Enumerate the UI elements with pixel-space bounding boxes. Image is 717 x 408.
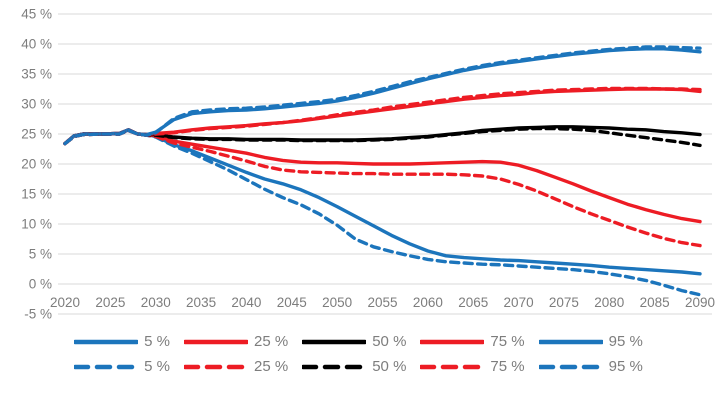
x-tick-label: 2035 <box>186 295 216 310</box>
legend-item-label: 50 % <box>372 333 407 350</box>
legend-line-sample-dashed <box>184 364 249 369</box>
legend-item: 5 % <box>74 334 170 349</box>
y-tick-label: 0 % <box>29 277 52 292</box>
y-tick-label: 35 % <box>21 67 52 82</box>
x-tick-label: 2025 <box>95 295 125 310</box>
legend-item-label: 75 % <box>490 333 525 350</box>
legend-row-dashed: 5 % 25 % 50 % 75 % 95 % <box>74 359 643 374</box>
x-tick-label: 2065 <box>458 295 488 310</box>
legend-line-sample-dashed <box>74 364 139 369</box>
legend-line-sample-solid <box>74 339 139 344</box>
legend-item-label: 95 % <box>608 333 643 350</box>
legend-item: 95 % <box>538 333 643 350</box>
legend-line-sample-solid <box>420 339 485 344</box>
legend-item: 50 % <box>302 359 406 374</box>
y-tick-label: 25 % <box>21 127 52 142</box>
x-tick-label: 2075 <box>549 295 579 310</box>
legend-line-sample-dashed <box>538 364 603 369</box>
x-tick-label: 2060 <box>413 295 443 310</box>
legend-item: 75 % <box>420 358 525 375</box>
legend-item: 25 % <box>184 359 288 374</box>
y-tick-label: 45 % <box>21 7 52 22</box>
legend-line-sample-solid <box>184 339 249 344</box>
legend-row-solid: 5 % 25 % 50 % 75 % 95 % <box>74 334 643 349</box>
series-95-dashed <box>63 45 702 146</box>
x-tick-label: 2040 <box>231 295 261 310</box>
legend-item-label: 5 % <box>144 333 171 350</box>
legend-line-sample-solid <box>538 339 603 344</box>
x-tick-label: 2055 <box>367 295 397 310</box>
x-tick-label: 2090 <box>685 295 715 310</box>
legend-line-sample-dashed <box>420 364 485 369</box>
x-tick-label: 2030 <box>141 295 171 310</box>
x-tick-label: 2085 <box>640 295 670 310</box>
legend-item-label: 25 % <box>254 333 289 350</box>
series-25-dashed <box>63 128 702 248</box>
legend-item: 25 % <box>184 334 288 349</box>
y-tick-label: 30 % <box>21 97 52 112</box>
y-tick-label: 10 % <box>21 217 52 232</box>
y-tick-label: 5 % <box>29 247 52 262</box>
y-tick-label: 20 % <box>21 157 52 172</box>
series-25-solid <box>63 128 702 224</box>
x-tick-label: 2020 <box>50 295 80 310</box>
legend-item-label: 5 % <box>144 358 171 375</box>
y-tick-label: 15 % <box>21 187 52 202</box>
x-tick-label: 2050 <box>322 295 352 310</box>
legend-item-label: 50 % <box>372 358 407 375</box>
legend-line-sample-solid <box>302 339 367 344</box>
series-5-solid <box>63 128 702 276</box>
percentile-chart: 45 % 40 % 35 % 30 % 25 % 20 % 15 % 10 % 5 % 0 % -5… <box>21 7 715 322</box>
legend-item-label: 95 % <box>608 358 643 375</box>
legend-item: 5 % <box>74 359 170 374</box>
legend-item: 50 % <box>302 334 406 349</box>
y-tick-label: -5 % <box>24 307 52 322</box>
legend-item-label: 75 % <box>490 358 525 375</box>
legend-item: 75 % <box>420 333 525 350</box>
legend-item: 95 % <box>538 358 643 375</box>
legend-item-label: 25 % <box>254 358 289 375</box>
x-tick-label: 2070 <box>504 295 534 310</box>
series-5-dashed <box>63 128 702 297</box>
y-tick-label: 40 % <box>21 37 52 52</box>
x-tick-label: 2080 <box>594 295 624 310</box>
chart-legend: 5 % 25 % 50 % 75 % 95 % 5 % 25 % 50 % 75 % 95 % <box>0 334 717 374</box>
legend-line-sample-dashed <box>302 364 367 369</box>
series-75-dashed <box>63 86 702 146</box>
x-tick-label: 2045 <box>277 295 307 310</box>
